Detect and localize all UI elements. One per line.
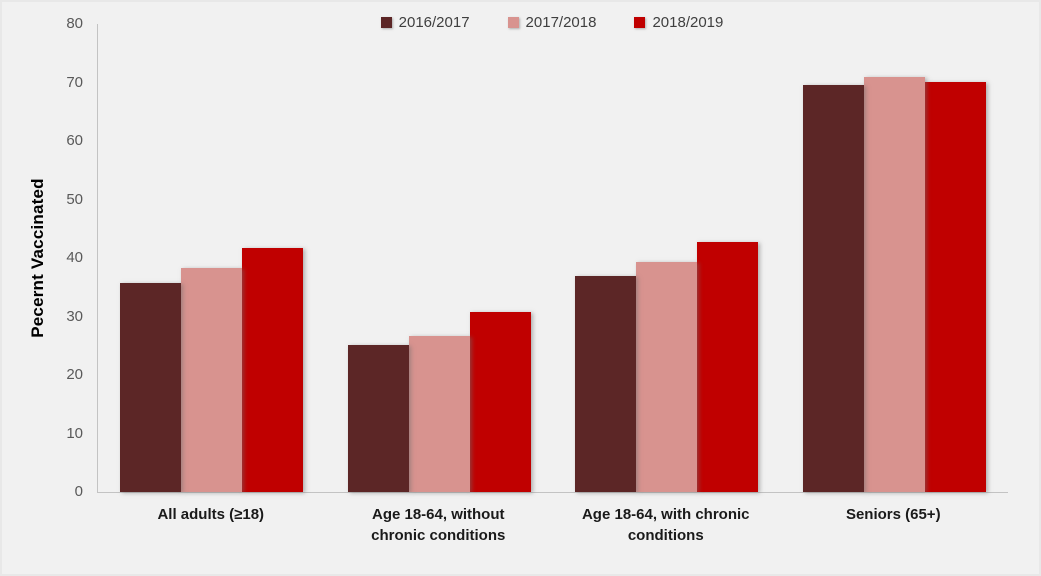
bar-group: [98, 248, 326, 492]
x-category-label-text: All adults (≥18): [157, 506, 265, 523]
y-tick-label: 0: [74, 483, 83, 500]
bar-2016-2017: [120, 283, 182, 492]
bar-2018-2019: [924, 82, 986, 492]
bar-group: [781, 77, 1009, 492]
y-tick-label: 50: [66, 190, 83, 208]
y-tick-label: 30: [66, 307, 83, 325]
bar-2017-2018: [408, 336, 470, 492]
bar-2018-2019: [469, 312, 531, 492]
bar-group: [326, 312, 554, 492]
x-category-label-text: Seniors (65+): [845, 506, 941, 523]
y-tick-label: 70: [66, 73, 83, 91]
legend-label: 2018/2019: [652, 14, 724, 31]
bar-2016-2017: [347, 345, 409, 492]
legend: 2016/2017 2017/2018 2018/2019: [97, 14, 1007, 31]
bar-2018-2019: [697, 242, 759, 492]
bar-2017-2018: [636, 262, 698, 492]
bar-2016-2017: [802, 85, 864, 492]
bar-2018-2019: [242, 248, 304, 492]
x-category-label: All adults (≥18): [97, 504, 325, 546]
y-tick-label: 10: [66, 424, 83, 442]
legend-item: 2018/2019: [634, 14, 723, 31]
legend-label: 2017/2018: [525, 14, 597, 31]
x-axis-category-labels: All adults (≥18) Age 18-64, without chron…: [97, 504, 1007, 546]
bar-group: [553, 242, 781, 492]
x-category-label-text: Age 18-64, with chronic conditions: [581, 506, 750, 544]
legend-swatch-icon: [380, 17, 392, 28]
x-category-label-text: Age 18-64, without chronic conditions: [371, 506, 506, 544]
legend-swatch-icon: [634, 17, 646, 28]
legend-label: 2016/2017: [398, 14, 470, 31]
legend-swatch-icon: [507, 17, 519, 28]
x-category-label: Age 18-64, with chronic conditions: [552, 504, 780, 546]
y-tick-label: 80: [66, 15, 83, 32]
plot-area: 0 10 20 30 40 50 60 70 80: [66, 15, 1008, 500]
y-tick-label: 20: [66, 366, 83, 383]
y-tick-label: 40: [66, 249, 83, 266]
bar-2017-2018: [181, 268, 243, 492]
bar-groups: [98, 24, 1008, 492]
y-tick-label: 60: [66, 132, 83, 149]
bar-2017-2018: [863, 77, 925, 492]
x-category-label: Age 18-64, without chronic conditions: [325, 504, 553, 546]
legend-item: 2017/2018: [507, 14, 597, 31]
x-category-label: Seniors (65+): [780, 504, 1008, 546]
bar-2016-2017: [575, 276, 637, 492]
legend-item: 2016/2017: [380, 14, 470, 31]
